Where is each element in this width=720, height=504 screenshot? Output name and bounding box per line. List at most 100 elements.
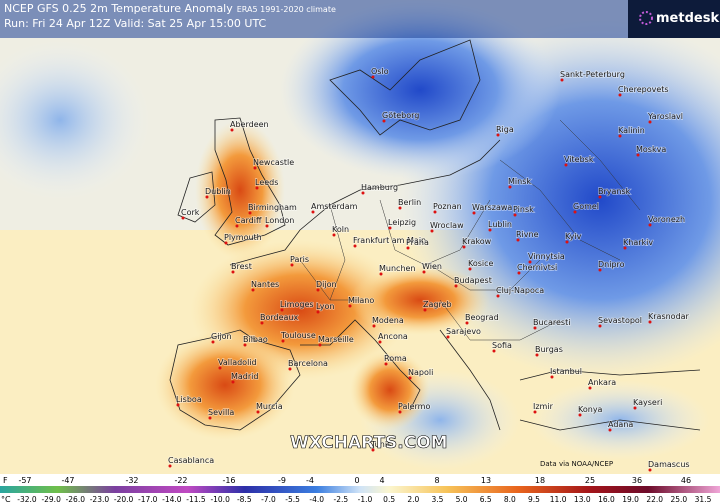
c-label: -11.5 — [186, 495, 206, 504]
city-dot — [379, 272, 383, 276]
city-dot — [388, 226, 392, 230]
c-label: -17.0 — [138, 495, 158, 504]
city-dot — [488, 228, 492, 232]
city-dot — [408, 376, 412, 380]
city-label: Adana — [608, 420, 633, 429]
city-label: Bordeaux — [260, 313, 299, 322]
city-dot — [316, 288, 320, 292]
f-label: -4 — [306, 476, 314, 485]
city-dot — [648, 120, 652, 124]
city-dot — [281, 339, 285, 343]
city-dot — [255, 186, 259, 190]
city-dot — [181, 216, 185, 220]
f-label: 18 — [535, 476, 545, 485]
city-label: Poznan — [433, 202, 462, 211]
f-label: -57 — [18, 476, 31, 485]
city-label: Plymouth — [224, 233, 262, 242]
city-label: Kyiv — [565, 232, 582, 241]
city-dot — [517, 271, 521, 275]
city-dot — [382, 119, 386, 123]
city-dot — [533, 410, 537, 414]
city-label: Nantes — [251, 280, 279, 289]
title-text: NCEP GFS 0.25 2m Temperature Anomaly — [4, 2, 233, 15]
city-label: Limoges — [280, 300, 314, 309]
city-dot — [422, 270, 426, 274]
city-label: Warszawa — [472, 203, 512, 212]
city-label: Pinsk — [513, 205, 534, 214]
city-label: Izmir — [533, 402, 554, 411]
c-label: 19.0 — [622, 495, 639, 504]
city-dot — [433, 210, 437, 214]
city-dot — [361, 191, 365, 195]
city-dot — [598, 324, 602, 328]
city-label: Wien — [422, 262, 442, 271]
city-dot — [348, 304, 352, 308]
city-label: Dijon — [316, 280, 337, 289]
warm-anomaly — [155, 330, 295, 440]
city-label: Barcelona — [288, 359, 328, 368]
f-label: -32 — [125, 476, 138, 485]
c-label: 2.0 — [407, 495, 419, 504]
watermark: WXCHARTS.COM — [290, 433, 448, 453]
city-label: Birmingham — [248, 203, 297, 212]
city-dot — [176, 403, 180, 407]
f-label: -9 — [278, 476, 286, 485]
city-label: Leipzig — [388, 218, 416, 227]
city-dot — [372, 324, 376, 328]
city-label: Chernivtsi — [517, 263, 557, 272]
city-label: Beograd — [465, 313, 499, 322]
city-label: Bryansk — [598, 187, 631, 196]
city-label: Kayseri — [633, 398, 662, 407]
city-dot — [468, 267, 472, 271]
f-unit: F — [3, 476, 8, 485]
city-dot — [398, 206, 402, 210]
c-label: 11.0 — [550, 495, 567, 504]
c-label: -2.5 — [334, 495, 349, 504]
city-dot — [550, 375, 554, 379]
city-label: Lublin — [488, 220, 512, 229]
city-label: Madrid — [231, 372, 258, 381]
city-label: Burgas — [535, 345, 563, 354]
logo-text: metdesk — [656, 11, 719, 26]
warm-anomaly — [195, 120, 285, 260]
c-label: 3.5 — [431, 495, 443, 504]
city-label: Roma — [384, 354, 407, 363]
f-label: 36 — [632, 476, 642, 485]
c-label: 6.5 — [480, 495, 492, 504]
c-label: -4.0 — [309, 495, 324, 504]
city-label: Damascus — [648, 460, 690, 469]
city-dot — [623, 246, 627, 250]
city-dot — [430, 229, 434, 233]
cold-anomaly — [280, 0, 560, 180]
city-dot — [528, 260, 532, 264]
city-dot — [251, 288, 255, 292]
city-dot — [248, 211, 252, 215]
city-label: London — [265, 216, 294, 225]
city-dot — [446, 335, 450, 339]
city-label: Kalinin — [618, 126, 645, 135]
c-label: 5.0 — [456, 495, 468, 504]
c-label: -26.0 — [66, 495, 86, 504]
city-dot — [231, 270, 235, 274]
city-label: Modena — [372, 316, 404, 325]
city-dot — [648, 468, 652, 472]
f-label: 0 — [354, 476, 359, 485]
city-dot — [280, 308, 284, 312]
c-label: -32.0 — [17, 495, 37, 504]
city-label: Gijon — [211, 332, 232, 341]
city-label: Sevastopol — [598, 316, 642, 325]
city-dot — [224, 241, 228, 245]
city-label: Rivne — [516, 230, 539, 239]
city-dot — [648, 320, 652, 324]
city-dot — [353, 244, 357, 248]
city-dot — [384, 362, 388, 366]
city-dot — [618, 93, 622, 97]
city-label: Ancona — [378, 332, 408, 341]
c-label: 22.0 — [646, 495, 663, 504]
city-dot — [513, 213, 517, 217]
city-dot — [496, 294, 500, 298]
city-label: Oslo — [371, 67, 389, 76]
city-label: Cork — [181, 208, 200, 217]
city-label: Krasnodar — [648, 312, 690, 321]
